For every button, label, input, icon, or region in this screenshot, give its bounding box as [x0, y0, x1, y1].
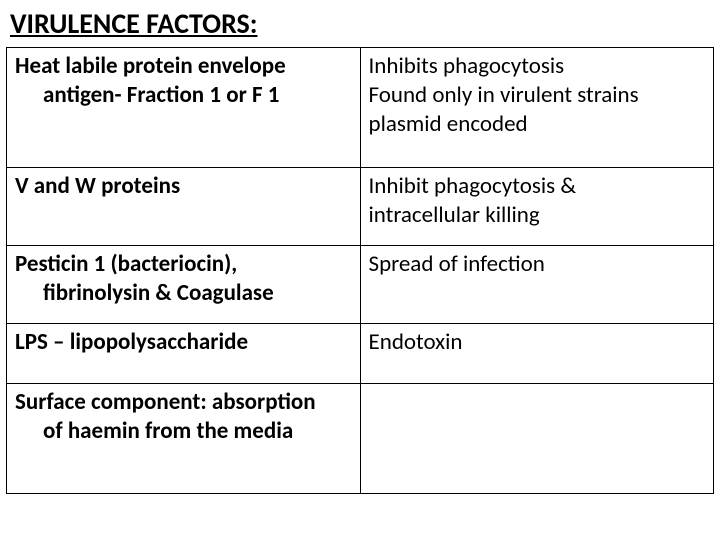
- desc-text: intracellular killing: [369, 201, 540, 229]
- description-cell: Inhibit phagocytosis & intracellular kil…: [360, 168, 714, 246]
- desc-text: Found only in virulent strains: [369, 81, 639, 109]
- desc-text: plasmid encoded: [369, 110, 528, 138]
- slide-container: VIRULENCE FACTORS: Heat labile protein e…: [0, 0, 720, 540]
- table-row: Surface component: absorption of haemin …: [7, 384, 714, 494]
- table-row: LPS – lipopolysaccharide Endotoxin: [7, 324, 714, 384]
- description-cell: Inhibits phagocytosis Found only in viru…: [360, 48, 714, 168]
- desc-text: Endotoxin: [369, 328, 463, 356]
- description-cell: Endotoxin: [360, 324, 714, 384]
- factor-cell: Heat labile protein envelope antigen- Fr…: [7, 48, 361, 168]
- description-cell: Spread of infection: [360, 246, 714, 324]
- factor-cell: Surface component: absorption of haemin …: [7, 384, 361, 494]
- description-cell: [360, 384, 714, 494]
- factor-cell: Pesticin 1 (bacteriocin), fibrinolysin &…: [7, 246, 361, 324]
- desc-text: Inhibits phagocytosis: [369, 52, 565, 80]
- factor-text: Pesticin 1 (bacteriocin),: [15, 250, 237, 278]
- factor-text: V and W proteins: [15, 172, 180, 200]
- factor-text-indent: fibrinolysin & Coagulase: [15, 279, 352, 308]
- virulence-factors-table: Heat labile protein envelope antigen- Fr…: [6, 47, 714, 494]
- desc-text: Spread of infection: [369, 250, 545, 278]
- table-row: V and W proteins Inhibit phagocytosis & …: [7, 168, 714, 246]
- factor-cell: LPS – lipopolysaccharide: [7, 324, 361, 384]
- slide-title: VIRULENCE FACTORS:: [6, 4, 714, 47]
- desc-text: Inhibit phagocytosis &: [369, 172, 577, 200]
- factor-text: Heat labile protein envelope: [15, 52, 286, 80]
- factor-text-indent: of haemin from the media: [15, 417, 352, 446]
- table-row: Heat labile protein envelope antigen- Fr…: [7, 48, 714, 168]
- factor-text-indent: antigen- Fraction 1 or F 1: [15, 81, 352, 110]
- factor-text: Surface component: absorption: [15, 388, 316, 416]
- factor-cell: V and W proteins: [7, 168, 361, 246]
- factor-text: LPS – lipopolysaccharide: [15, 328, 248, 356]
- table-row: Pesticin 1 (bacteriocin), fibrinolysin &…: [7, 246, 714, 324]
